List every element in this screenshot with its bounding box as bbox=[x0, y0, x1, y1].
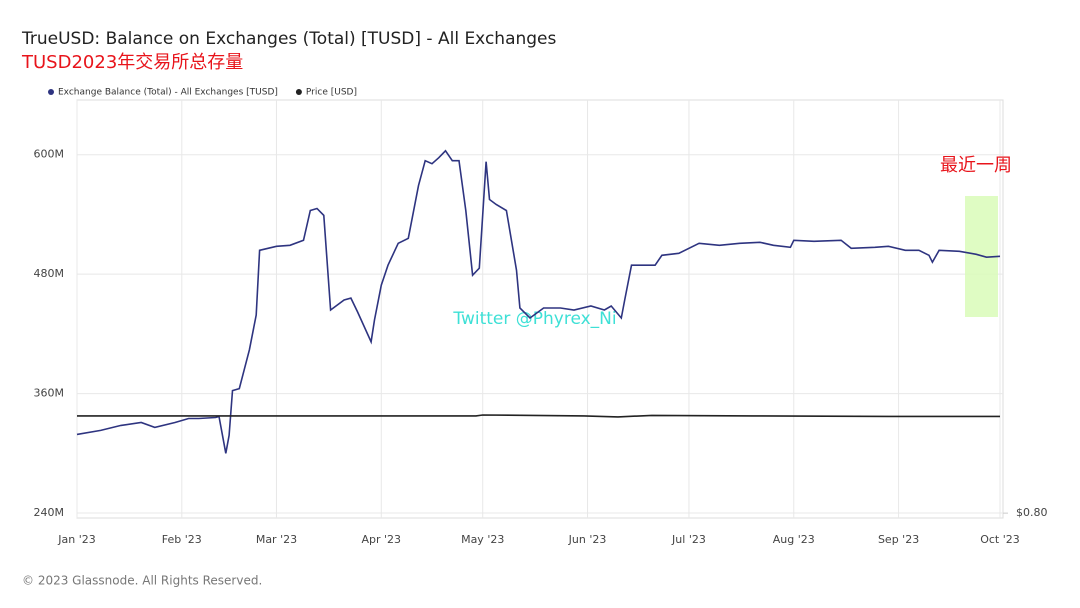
y-tick-label: 600M bbox=[34, 148, 65, 161]
y2-tick-label: $0.80 bbox=[1016, 506, 1048, 519]
legend-marker bbox=[295, 89, 302, 95]
y-tick-label: 360M bbox=[34, 387, 65, 400]
x-tick-label: Mar '23 bbox=[256, 533, 297, 546]
watermark: Twitter @Phyrex_Ni bbox=[452, 309, 616, 329]
series-line bbox=[76, 149, 1001, 454]
legend-label: Price [USD] bbox=[306, 88, 357, 98]
x-tick-label: May '23 bbox=[461, 533, 504, 546]
x-tick-label: Aug '23 bbox=[773, 533, 815, 546]
footer: © 2023 Glassnode. All Rights Reserved. bbox=[22, 574, 262, 588]
x-tick-label: Sep '23 bbox=[878, 533, 919, 546]
x-tick-label: Oct '23 bbox=[980, 533, 1020, 546]
series-line bbox=[77, 414, 1000, 418]
legend-marker bbox=[48, 89, 54, 95]
legend-label: Exchange Balance (Total) - All Exchanges… bbox=[58, 88, 278, 98]
x-tick-label: Jun '23 bbox=[568, 533, 607, 546]
y-tick-label: 240M bbox=[34, 506, 65, 519]
annotation: 最近一周 bbox=[940, 155, 1012, 176]
chart-subtitle: TUSD2023年交易所总存量 bbox=[21, 52, 243, 73]
grid bbox=[76, 100, 1003, 518]
y-tick-label: 480M bbox=[34, 267, 65, 280]
chart-title: TrueUSD: Balance on Exchanges (Total) [T… bbox=[21, 29, 557, 49]
x-tick-label: Feb '23 bbox=[162, 533, 202, 546]
x-tick-label: Jan '23 bbox=[57, 533, 95, 546]
x-tick-label: Apr '23 bbox=[362, 533, 402, 546]
x-tick-label: Jul '23 bbox=[671, 533, 706, 546]
